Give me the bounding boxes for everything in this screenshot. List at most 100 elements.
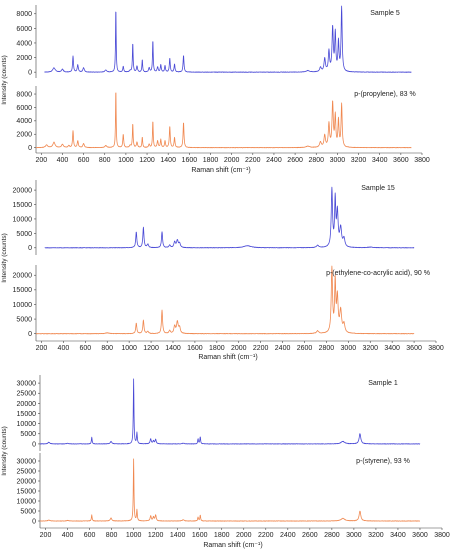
x-tick-label: 1200 xyxy=(143,345,159,352)
x-tick-label: 1400 xyxy=(160,157,176,164)
x-tick-label: 2000 xyxy=(236,532,252,539)
x-tick-label: 2000 xyxy=(224,157,240,164)
y-axis-label: Intensity (counts) xyxy=(1,233,8,283)
x-tick-label: 800 xyxy=(99,157,111,164)
x-tick-label: 600 xyxy=(78,157,90,164)
panel-6: 0 5000 10000 15000 20000 25000 30000 p-(styrene… xyxy=(17,453,421,528)
y-tick-label: 6000 xyxy=(16,105,32,112)
spectrum-line xyxy=(44,186,415,249)
spectrum-line xyxy=(39,378,421,445)
x-tick-label: 3400 xyxy=(390,532,406,539)
x-tick-label: 2600 xyxy=(302,532,318,539)
panel-4: 0 5000 10000 15000 20000 p-(ethylene-co-acryl… xyxy=(13,265,430,341)
y-tick-label: 25000 xyxy=(17,468,37,475)
x-tick-label: 2800 xyxy=(319,345,335,352)
x-tick-label: 3200 xyxy=(351,157,367,164)
x-tick-label: 1400 xyxy=(170,532,186,539)
x-tick-label: 2400 xyxy=(280,532,296,539)
x-tick-label: 3600 xyxy=(406,345,422,352)
x-tick-label: 2200 xyxy=(245,157,261,164)
x-tick-label: 1000 xyxy=(118,157,134,164)
x-axis-label: Raman shift (cm⁻¹) xyxy=(191,167,250,174)
x-tick-label: 1800 xyxy=(214,532,230,539)
x-tick-label: 400 xyxy=(57,157,69,164)
x-tick-label: 1600 xyxy=(182,157,198,164)
chart-group-styrene: 0 5000 10000 15000 20000 25000 30000 Sample 1 0 5… xyxy=(1,375,450,549)
x-tick-label: 3800 xyxy=(434,532,450,539)
y-tick-label: 0 xyxy=(28,245,32,252)
y-tick-label: 2000 xyxy=(16,55,32,62)
y-tick-label: 0 xyxy=(32,441,36,448)
y-tick-label: 5000 xyxy=(16,231,32,238)
x-tick-label: 2800 xyxy=(324,532,340,539)
y-tick-label: 5000 xyxy=(20,431,36,438)
y-tick-label: 8000 xyxy=(16,91,32,98)
x-tick-label: 3200 xyxy=(368,532,384,539)
y-axis-label: Intensity (counts) xyxy=(1,426,8,476)
x-tick-label: 1000 xyxy=(121,345,137,352)
chart-group-ethylene: 0 5000 10000 15000 20000 Sample 15 0 5000 10000 1… xyxy=(1,180,444,361)
x-axis-label: Raman shift (cm⁻¹) xyxy=(203,542,262,549)
spectrum-line xyxy=(35,265,415,335)
y-tick-label: 25000 xyxy=(17,391,37,398)
x-tick-label: 3000 xyxy=(341,345,357,352)
y-tick-label: 10000 xyxy=(13,216,33,223)
x-tick-label: 200 xyxy=(35,157,47,164)
x-tick-label: 400 xyxy=(62,532,74,539)
x-tick-label: 600 xyxy=(79,345,91,352)
y-tick-label: 4000 xyxy=(16,40,32,47)
series-label: Sample 15 xyxy=(361,185,395,192)
y-tick-label: 6000 xyxy=(16,26,32,33)
x-tick-label: 2600 xyxy=(287,157,303,164)
x-tick-label: 800 xyxy=(101,345,113,352)
x-tick-label: 3000 xyxy=(346,532,362,539)
y-tick-label: 15000 xyxy=(17,411,37,418)
series-label: Sample 1 xyxy=(368,380,398,387)
x-tick-label: 600 xyxy=(84,532,96,539)
series-label: p-(styrene), 93 % xyxy=(356,458,410,465)
y-tick-label: 0 xyxy=(28,331,32,338)
series-label: p-(propylene), 83 % xyxy=(354,91,415,98)
y-tick-label: 20000 xyxy=(17,401,37,408)
x-tick-label: 1800 xyxy=(209,345,225,352)
x-tick-label: 2800 xyxy=(308,157,324,164)
y-tick-label: 30000 xyxy=(17,458,37,465)
x-tick-label: 1400 xyxy=(165,345,181,352)
y-tick-label: 15000 xyxy=(13,287,33,294)
y-tick-label: 15000 xyxy=(17,488,37,495)
y-tick-label: 20000 xyxy=(13,273,33,280)
y-tick-label: 20000 xyxy=(13,187,33,194)
y-tick-label: 30000 xyxy=(17,381,37,388)
y-tick-label: 10000 xyxy=(17,498,37,505)
y-tick-label: 0 xyxy=(28,70,32,77)
x-axis-label: Raman shift (cm⁻¹) xyxy=(198,354,257,361)
y-tick-label: 15000 xyxy=(13,202,33,209)
x-tick-label: 3600 xyxy=(412,532,428,539)
y-tick-label: 2000 xyxy=(16,132,32,139)
x-tick-label: 1000 xyxy=(126,532,142,539)
panel-2: 0 2000 4000 6000 8000 p-(propylene), 83 % xyxy=(16,86,416,153)
x-tick-label: 2200 xyxy=(253,345,269,352)
y-tick-label: 5000 xyxy=(16,316,32,323)
x-tick-label: 2600 xyxy=(297,345,313,352)
chart-group-propylene: 0 2000 4000 6000 8000 Sample 5 0 2000 4000 6000 80… xyxy=(1,5,430,174)
x-tick-label: 2200 xyxy=(258,532,274,539)
x-tick-label: 2400 xyxy=(275,345,291,352)
y-tick-label: 10000 xyxy=(13,302,33,309)
x-tick-label: 400 xyxy=(58,345,70,352)
x-tick-label: 1600 xyxy=(192,532,208,539)
x-tick-label: 1200 xyxy=(148,532,164,539)
x-tick-label: 3000 xyxy=(330,157,346,164)
x-tick-label: 3800 xyxy=(428,345,444,352)
y-tick-label: 4000 xyxy=(16,118,32,125)
spectrum-line xyxy=(39,458,421,522)
y-tick-label: 5000 xyxy=(20,508,36,515)
x-tick-label: 3400 xyxy=(372,157,388,164)
x-tick-label: 1600 xyxy=(187,345,203,352)
y-tick-label: 0 xyxy=(32,518,36,525)
x-tick-label: 3800 xyxy=(414,157,430,164)
x-tick-label: 200 xyxy=(40,532,52,539)
x-tick-label: 1200 xyxy=(139,157,155,164)
x-tick-label: 800 xyxy=(106,532,118,539)
